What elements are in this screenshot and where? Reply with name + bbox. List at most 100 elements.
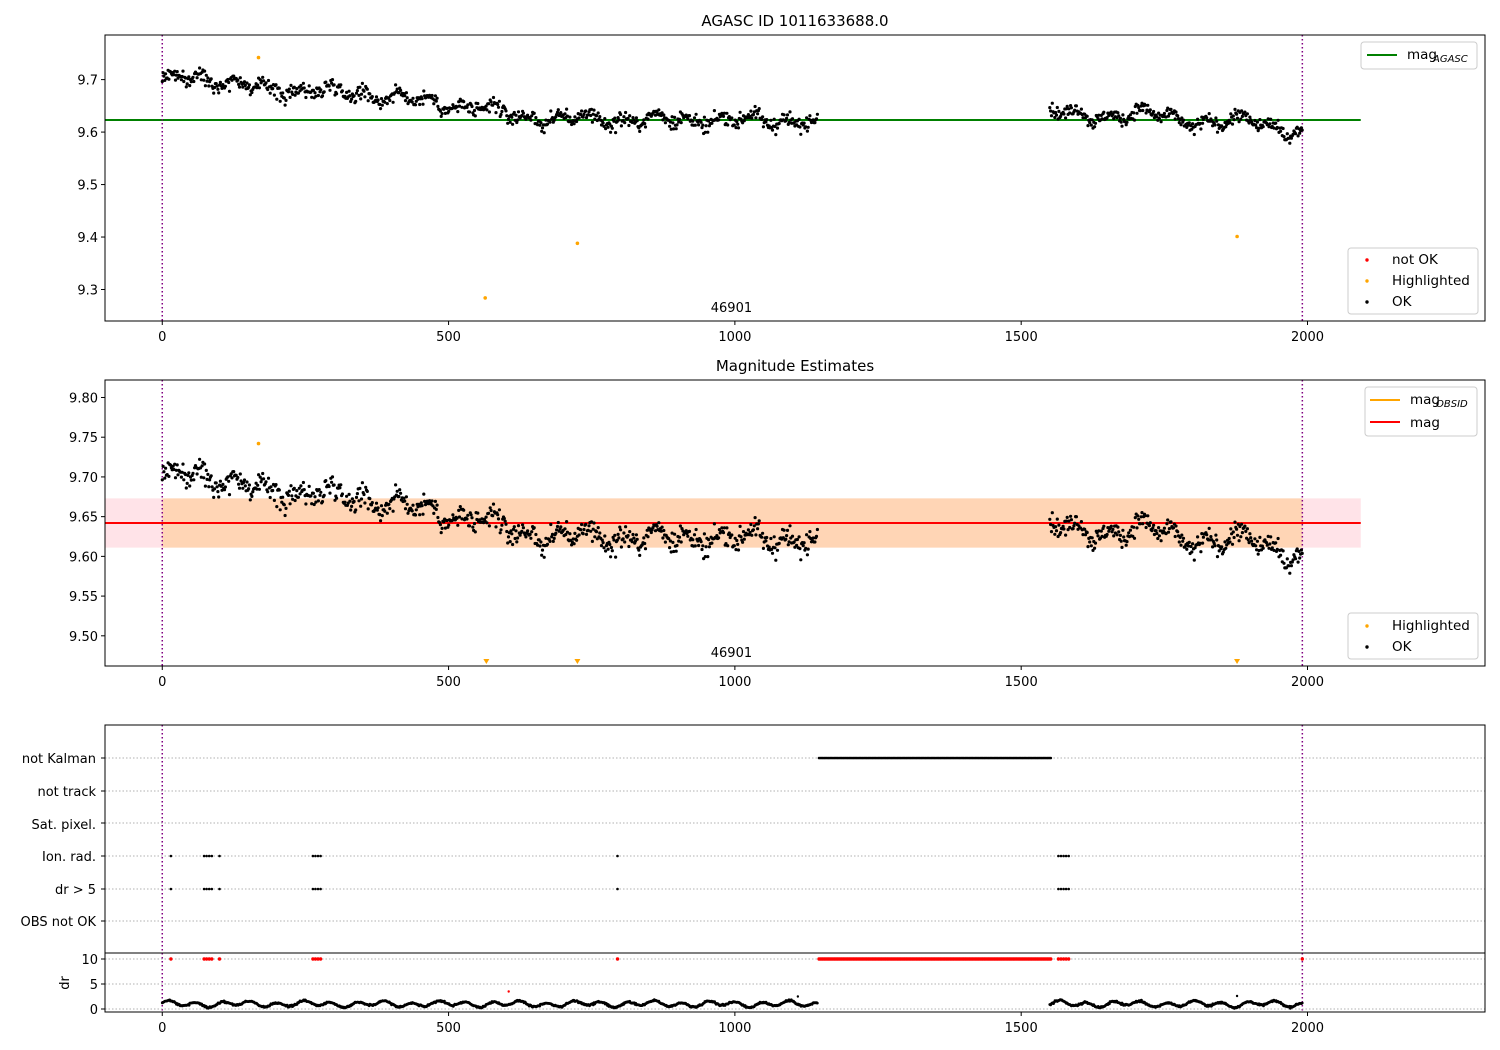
ok-point bbox=[347, 89, 351, 93]
ok-point bbox=[753, 516, 757, 520]
panel2-legend-lines: mag OBSID mag bbox=[1410, 392, 1468, 431]
ok-point bbox=[1196, 117, 1200, 121]
ok-point bbox=[697, 123, 701, 127]
ok-point bbox=[1177, 540, 1181, 544]
ok-point bbox=[385, 102, 389, 106]
ok-point bbox=[679, 540, 683, 544]
ok-point bbox=[319, 490, 323, 494]
ok-point bbox=[760, 117, 764, 121]
ok-point bbox=[278, 99, 282, 103]
ok-point bbox=[1248, 532, 1252, 536]
panel1-legend-mag-subscript: AGASC bbox=[1432, 54, 1468, 65]
ok-point bbox=[189, 478, 193, 482]
ok-point bbox=[167, 474, 171, 478]
ok-point bbox=[271, 87, 275, 91]
ok-point bbox=[781, 536, 785, 540]
ok-point bbox=[1109, 110, 1113, 114]
ok-point bbox=[348, 499, 352, 503]
ok-point bbox=[410, 100, 414, 104]
ok-point bbox=[422, 492, 426, 496]
ok-point bbox=[704, 545, 708, 549]
ok-point bbox=[1201, 121, 1205, 125]
ok-point bbox=[579, 528, 583, 532]
ok-point bbox=[179, 475, 183, 479]
panel1-obsid-label: 46901 bbox=[711, 301, 752, 316]
ok-point bbox=[790, 534, 795, 538]
ok-point bbox=[291, 92, 295, 96]
ok-point bbox=[1049, 114, 1054, 118]
ok-point bbox=[1213, 544, 1217, 548]
ok-point bbox=[680, 527, 684, 531]
ok-point bbox=[589, 107, 594, 111]
ok-point bbox=[717, 536, 721, 540]
ok-point bbox=[432, 511, 436, 515]
ok-point bbox=[1181, 539, 1185, 543]
ok-point bbox=[550, 116, 555, 120]
panel1-ytick-label: 9.5 bbox=[77, 179, 98, 194]
ok-point bbox=[548, 120, 552, 124]
ok-point bbox=[602, 546, 606, 550]
ok-point bbox=[1065, 515, 1069, 520]
ok-point bbox=[1049, 109, 1053, 113]
ok-point bbox=[584, 109, 588, 113]
ok-point bbox=[255, 487, 259, 491]
ok-point bbox=[274, 483, 278, 487]
dr-point bbox=[1300, 1001, 1304, 1005]
ok-point bbox=[293, 93, 297, 97]
ok-point bbox=[669, 127, 673, 131]
flag-point bbox=[1067, 854, 1070, 858]
ok-point bbox=[1093, 541, 1098, 545]
ok-point bbox=[232, 74, 236, 78]
ok-point bbox=[614, 555, 618, 559]
ok-point bbox=[173, 78, 178, 82]
ok-point bbox=[600, 538, 604, 542]
ok-point bbox=[542, 131, 546, 135]
ok-point bbox=[1296, 560, 1300, 564]
ok-point bbox=[298, 492, 302, 496]
ok-point bbox=[532, 111, 536, 115]
ok-point bbox=[207, 84, 211, 88]
ok-point bbox=[179, 78, 183, 82]
ok-point bbox=[1258, 535, 1262, 540]
flag-point bbox=[311, 854, 315, 858]
ok-point bbox=[405, 502, 409, 506]
ok-point bbox=[304, 502, 308, 506]
flag-point bbox=[319, 887, 322, 891]
ok-point bbox=[1255, 539, 1259, 543]
ok-point bbox=[499, 112, 503, 117]
ok-point bbox=[1254, 123, 1258, 127]
ok-point bbox=[1209, 535, 1213, 539]
ok-point bbox=[242, 480, 246, 485]
ok-point bbox=[363, 95, 367, 99]
ok-point bbox=[1214, 533, 1218, 537]
ok-point bbox=[1135, 526, 1139, 530]
ok-point bbox=[465, 517, 469, 521]
ok-point bbox=[360, 81, 364, 85]
flag-point bbox=[1049, 756, 1053, 760]
ok-point bbox=[521, 526, 526, 530]
ok-point bbox=[418, 513, 422, 517]
ok-point bbox=[213, 487, 217, 491]
ok-point bbox=[348, 94, 352, 98]
ok-point bbox=[591, 527, 595, 531]
ok-point bbox=[451, 513, 455, 517]
ok-point bbox=[403, 94, 407, 98]
panel1-xtick-label: 500 bbox=[436, 330, 461, 345]
ok-point bbox=[328, 88, 332, 92]
ok-point bbox=[318, 493, 322, 497]
ok-point bbox=[1128, 528, 1132, 532]
ok-point bbox=[172, 467, 176, 472]
flag-point bbox=[169, 887, 173, 891]
ok-point bbox=[1235, 116, 1240, 120]
ok-point bbox=[624, 525, 628, 529]
ok-point bbox=[549, 109, 553, 113]
ok-point bbox=[1119, 539, 1123, 543]
ok-point bbox=[376, 98, 380, 102]
ok-point bbox=[345, 90, 349, 94]
ok-point bbox=[433, 94, 437, 98]
ok-point bbox=[1048, 517, 1052, 521]
panel2-legend-ok-label: OK bbox=[1392, 639, 1413, 655]
ok-point bbox=[471, 525, 475, 529]
ok-point bbox=[257, 86, 261, 90]
flag-point bbox=[205, 854, 208, 858]
